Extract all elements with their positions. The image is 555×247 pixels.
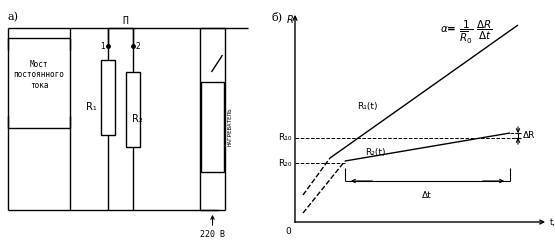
Text: 1: 1	[100, 42, 105, 51]
Text: Мост
постоянного
тока: Мост постоянного тока	[13, 60, 64, 90]
Bar	[101, 60, 115, 135]
Text: t,°C: t,°C	[550, 218, 555, 226]
Text: R₂(t): R₂(t)	[365, 148, 386, 157]
Text: НАГРЕВАТЕЛЬ: НАГРЕВАТЕЛЬ	[228, 108, 233, 146]
Text: ΔR: ΔR	[523, 130, 536, 140]
Text: а): а)	[8, 12, 19, 22]
Text: Δt: Δt	[422, 191, 432, 200]
Text: R₁: R₁	[86, 102, 97, 112]
Text: R₂: R₂	[132, 114, 143, 124]
Text: R₂₀: R₂₀	[279, 159, 292, 167]
Text: б): б)	[272, 12, 283, 23]
Text: П: П	[123, 16, 128, 26]
Text: R₁(t): R₁(t)	[357, 102, 377, 111]
Text: 2: 2	[135, 42, 140, 51]
Bar	[126, 72, 140, 147]
Text: 0: 0	[285, 227, 291, 236]
Text: R: R	[286, 15, 293, 25]
Bar	[201, 82, 224, 172]
Text: $\alpha$= $\dfrac{1}{\overline{R}_0}$ $\dfrac{\Delta R}{\Delta t}$: $\alpha$= $\dfrac{1}{\overline{R}_0}$ $\…	[440, 18, 493, 46]
Text: R₁₀: R₁₀	[279, 133, 292, 143]
Text: 220 В: 220 В	[200, 230, 225, 239]
Bar	[8, 38, 70, 128]
